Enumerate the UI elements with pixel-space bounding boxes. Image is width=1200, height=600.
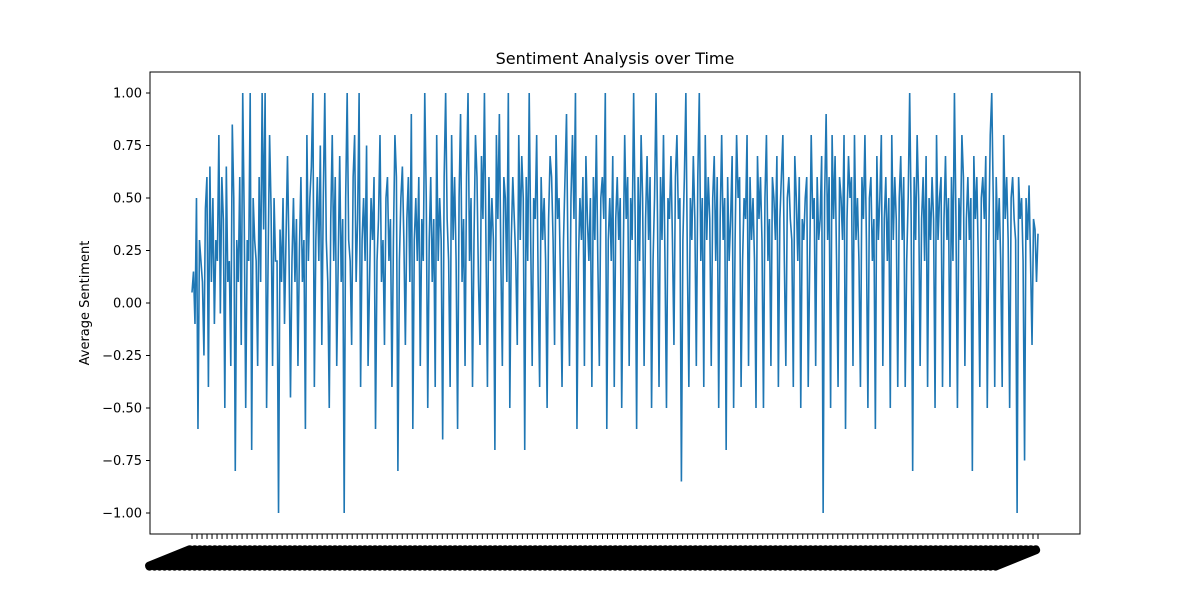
y-tick-label: 0.25 xyxy=(113,244,142,259)
y-axis: −1.00 −0.75 −0.50 −0.25 0.00 0.25 0.50 0.75 1.00 xyxy=(102,87,150,522)
y-tick-label: −0.75 xyxy=(102,454,142,469)
y-tick-label: 1.00 xyxy=(113,87,142,102)
y-axis-label: Average Sentiment xyxy=(78,241,93,366)
sentiment-series-line xyxy=(191,92,1039,514)
y-tick-label: 0.00 xyxy=(113,297,142,312)
x-axis-tick-labels xyxy=(144,534,1041,571)
plot-area-frame xyxy=(149,71,1081,535)
y-tick-label: −0.25 xyxy=(102,349,142,364)
y-tick-label: 0.75 xyxy=(113,139,142,154)
y-tick-label: −1.00 xyxy=(102,507,142,522)
y-tick-label: 0.50 xyxy=(113,192,142,207)
x-tick-label xyxy=(990,545,1041,571)
chart-title: Sentiment Analysis over Time xyxy=(496,49,735,68)
y-tick-label: −0.50 xyxy=(102,402,142,417)
